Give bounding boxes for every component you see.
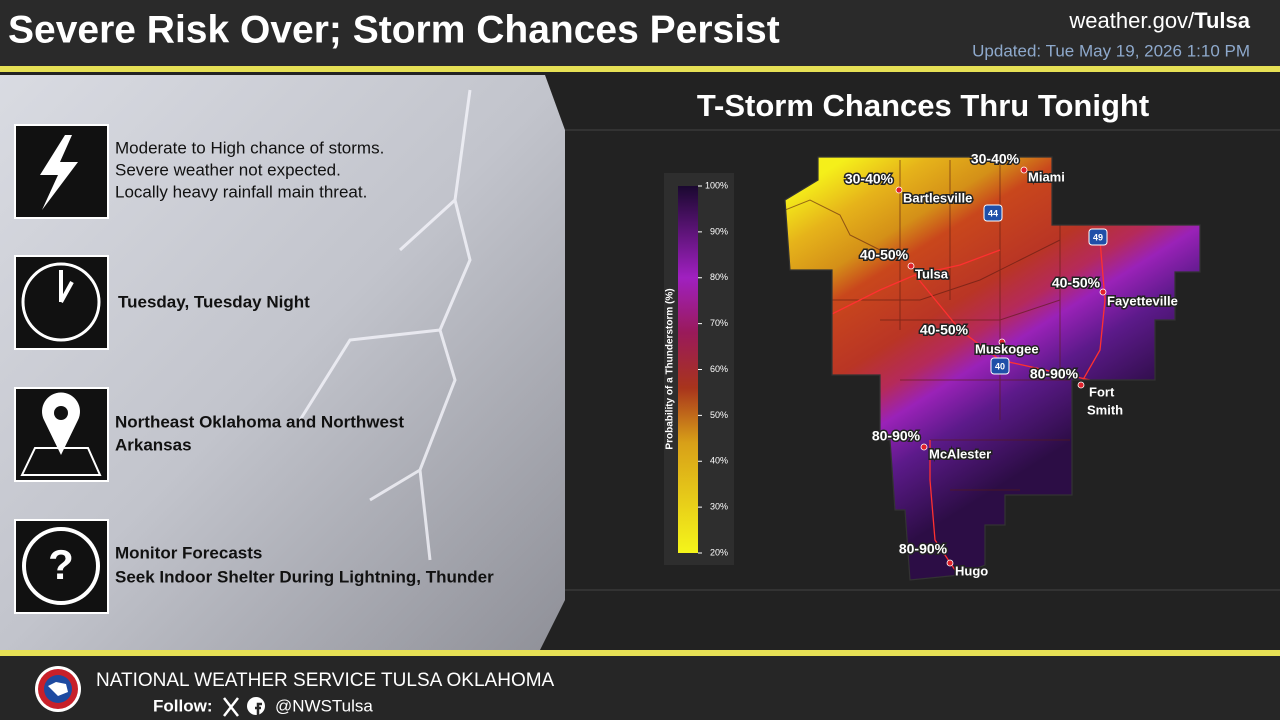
site-link[interactable]: weather.gov/Tulsa	[1068, 8, 1250, 33]
office-name: NATIONAL WEATHER SERVICE TULSA OKLAHOMA	[96, 670, 555, 691]
range-label: 80-90%	[1030, 366, 1079, 382]
legend-title: Probability of a Thunderstorm (%)	[665, 288, 676, 449]
legend-tick-label: 20%	[710, 547, 728, 557]
site-prefix: weather.gov/	[1068, 8, 1195, 33]
icon-storm	[14, 124, 109, 219]
color-scale	[678, 186, 698, 553]
icon-question: ?	[14, 519, 109, 614]
facebook-icon[interactable]	[247, 697, 265, 716]
highway-shields	[983, 204, 1108, 375]
updated: Updated: Tue May 19, 2026 1:10 PM	[972, 41, 1250, 60]
city-label: Hugo	[955, 563, 988, 578]
x-icon[interactable]	[223, 697, 239, 717]
legend-tick-label: 40%	[710, 456, 728, 466]
legend-tick-label: 70%	[710, 318, 728, 328]
item-line: Tuesday, Tuesday Night	[118, 292, 310, 311]
item-line: Northeast Oklahoma and Northwest	[115, 412, 404, 431]
header-rule	[0, 66, 1280, 72]
city-label: Miami	[1028, 169, 1065, 184]
range-label: 30-40%	[971, 151, 1020, 167]
city-label: Fayetteville	[1107, 293, 1178, 308]
legend-tick-label: 30%	[710, 502, 728, 512]
legend-tick-label: 60%	[710, 364, 728, 374]
map-title: T-Storm Chances Thru Tonight	[697, 88, 1149, 123]
legend-tick-label: 90%	[710, 226, 728, 236]
range-label: 80-90%	[872, 428, 921, 444]
legend-ticks: 100% 90% 80% 70% 60% 50% 40% 30% 20%	[698, 180, 728, 557]
item-line: Locally heavy rainfall main threat.	[115, 182, 367, 201]
highway: 44	[988, 208, 998, 218]
range-label: 40-50%	[1052, 275, 1101, 291]
city-label: Tulsa	[915, 266, 949, 281]
item-line: Seek Indoor Shelter During Lightning, Th…	[115, 567, 494, 586]
social-handle[interactable]: @NWSTulsa	[275, 696, 373, 715]
lightning	[298, 89, 472, 561]
item-line: Severe weather not expected.	[115, 160, 341, 179]
range-label: 80-90%	[899, 541, 948, 557]
footer-bar	[0, 656, 1280, 720]
icon-text: ?	[48, 541, 74, 588]
city-dots	[895, 166, 1107, 567]
city-label: Fort	[1089, 384, 1115, 399]
city-label: Smith	[1087, 402, 1123, 417]
legend-tick-label: 100%	[705, 180, 728, 190]
follow-label: Follow:	[153, 696, 212, 715]
legend-tick-label: 50%	[710, 410, 728, 420]
title: Severe Risk Over; Storm Chances Persist	[8, 8, 780, 51]
item-line: Moderate to High chance of storms.	[115, 138, 384, 157]
highway: 40	[995, 361, 1005, 371]
city-label: Bartlesville	[903, 190, 972, 205]
city-label: McAlester	[929, 446, 991, 461]
nws-logo	[35, 666, 81, 712]
legend-tick-label: 80%	[710, 272, 728, 282]
city-label: Muskogee	[975, 341, 1039, 356]
item-line: Arkansas	[115, 435, 192, 454]
highway: 49	[1093, 232, 1103, 242]
icon-clock	[14, 255, 109, 350]
range-label: 40-50%	[920, 322, 969, 338]
range-label: 40-50%	[860, 247, 909, 263]
header-bar	[0, 0, 1280, 66]
site-name: Tulsa	[1194, 8, 1251, 33]
map-outline	[784, 156, 1201, 581]
footer-rule	[0, 650, 1280, 656]
range-label: 30-40%	[845, 171, 894, 187]
icon-location	[14, 387, 109, 482]
item-line: Monitor Forecasts	[115, 543, 262, 562]
